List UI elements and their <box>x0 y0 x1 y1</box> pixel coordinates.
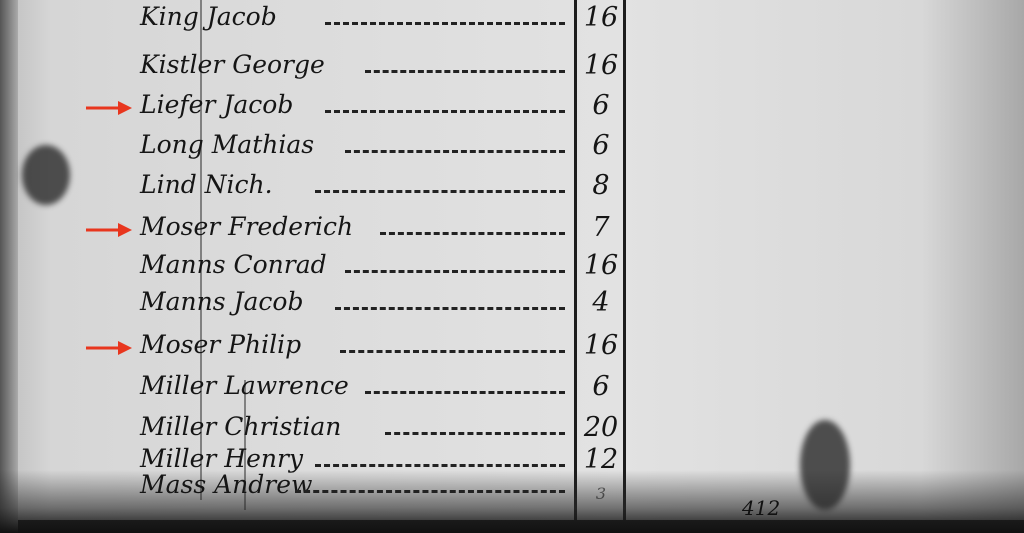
entry-value: 4 <box>592 287 610 318</box>
entry-name: King Jacob <box>140 2 277 31</box>
entry-value: 8 <box>592 170 610 201</box>
entry-row: Kistler George 16 <box>0 50 640 86</box>
page-shadow <box>0 470 1024 533</box>
leader-dashes <box>345 270 565 273</box>
entry-row: King Jacob 16 <box>0 2 640 38</box>
entry-row: Miller Christian 20 <box>0 412 640 448</box>
entry-value: 16 <box>583 250 619 281</box>
entry-value: 16 <box>583 2 619 33</box>
entry-value: 20 <box>583 412 619 443</box>
leader-dashes <box>365 70 565 73</box>
entry-name: Mass Andrew <box>140 470 313 499</box>
entry-value: 6 <box>592 90 610 121</box>
leader-dashes <box>325 110 565 113</box>
leader-dashes <box>315 190 565 193</box>
leader-dashes <box>335 307 565 310</box>
entry-value: 12 <box>583 444 619 475</box>
column-rule-left <box>574 0 577 520</box>
entry-name: Miller Christian <box>140 412 342 441</box>
leader-dashes <box>365 391 565 394</box>
leader-dashes <box>325 22 565 25</box>
entry-row: Lind Nich. 8 <box>0 170 640 206</box>
margin-line <box>244 380 246 510</box>
entry-value: 3 <box>595 484 607 503</box>
entry-name: Kistler George <box>140 50 325 79</box>
entry-name: Miller Lawrence <box>140 371 349 400</box>
entry-name: Miller Henry <box>140 444 304 473</box>
entry-row: Miller Lawrence 6 <box>0 371 640 407</box>
entry-name: Manns Jacob <box>140 287 304 316</box>
entry-row: Liefer Jacob 6 <box>0 90 640 126</box>
entry-name: Long Mathias <box>140 130 315 159</box>
leader-dashes <box>345 150 565 153</box>
entry-row: Miller Henry 12 <box>0 444 640 480</box>
entry-value: 16 <box>583 330 619 361</box>
entry-row: Mass Andrew 3 <box>0 470 640 506</box>
ink-stain <box>22 145 70 205</box>
entry-row: Long Mathias 6 <box>0 130 640 166</box>
page-number: 412 <box>742 496 781 520</box>
column-rule-right <box>623 0 626 520</box>
entry-row: Manns Conrad 16 <box>0 250 640 286</box>
margin-line <box>200 0 202 500</box>
arrow-right-icon <box>86 341 132 355</box>
entry-name: Manns Conrad <box>140 250 327 279</box>
entry-row: Manns Jacob 4 <box>0 287 640 323</box>
entry-name: Moser Frederich <box>140 212 354 241</box>
entry-row: Moser Philip 16 <box>0 330 640 366</box>
entry-value: 16 <box>583 50 619 81</box>
leader-dashes <box>380 232 565 235</box>
entry-name: Moser Philip <box>140 330 302 359</box>
arrow-right-icon <box>86 101 132 115</box>
arrow-right-icon <box>86 223 132 237</box>
entry-name: Liefer Jacob <box>140 90 294 119</box>
entry-value: 6 <box>592 371 610 402</box>
entry-name: Lind Nich. <box>140 170 273 199</box>
entry-value: 7 <box>592 212 610 243</box>
leader-dashes <box>315 464 565 467</box>
leader-dashes <box>295 490 565 493</box>
page-edge <box>0 0 18 533</box>
leader-dashes <box>385 432 565 435</box>
leader-dashes <box>340 350 565 353</box>
entry-row: Moser Frederich 7 <box>0 212 640 248</box>
entry-value: 6 <box>592 130 610 161</box>
